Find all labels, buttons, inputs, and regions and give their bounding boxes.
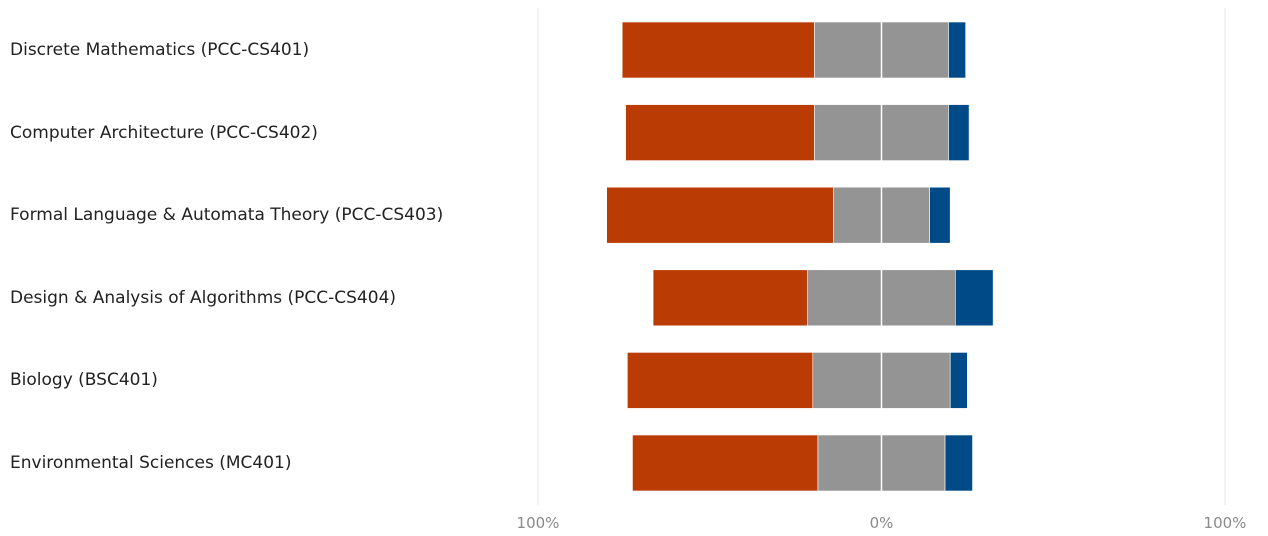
bar-segment-positive xyxy=(948,21,966,79)
category-label: Discrete Mathematics (PCC-CS401) xyxy=(10,40,310,60)
category-label: Formal Language & Automata Theory (PCC-C… xyxy=(10,205,444,226)
bar-segment-positive xyxy=(944,434,973,492)
x-tick-label: 100% xyxy=(517,514,560,532)
bar-segment-negative xyxy=(627,352,814,409)
category-label: Design & Analysis of Algorithms (PCC-CS4… xyxy=(10,287,397,308)
bar-segment-negative xyxy=(625,104,815,161)
category-label: Biology (BSC401) xyxy=(10,370,158,391)
x-tick-label: 0% xyxy=(870,514,894,532)
bar-segment-negative xyxy=(606,186,834,244)
bar-segment-positive xyxy=(948,104,970,161)
category-label: Computer Architecture (PCC-CS402) xyxy=(10,122,318,143)
bar-segment-negative xyxy=(652,269,808,327)
bar-segment-positive xyxy=(955,269,994,327)
bar-segment-positive xyxy=(949,352,968,409)
bar-segment-positive xyxy=(929,186,951,244)
bar-segment-negative xyxy=(632,434,819,492)
bar-segment-negative xyxy=(621,21,815,79)
x-tick-label: 100% xyxy=(1204,514,1247,532)
category-label: Environmental Sciences (MC401) xyxy=(10,453,292,473)
